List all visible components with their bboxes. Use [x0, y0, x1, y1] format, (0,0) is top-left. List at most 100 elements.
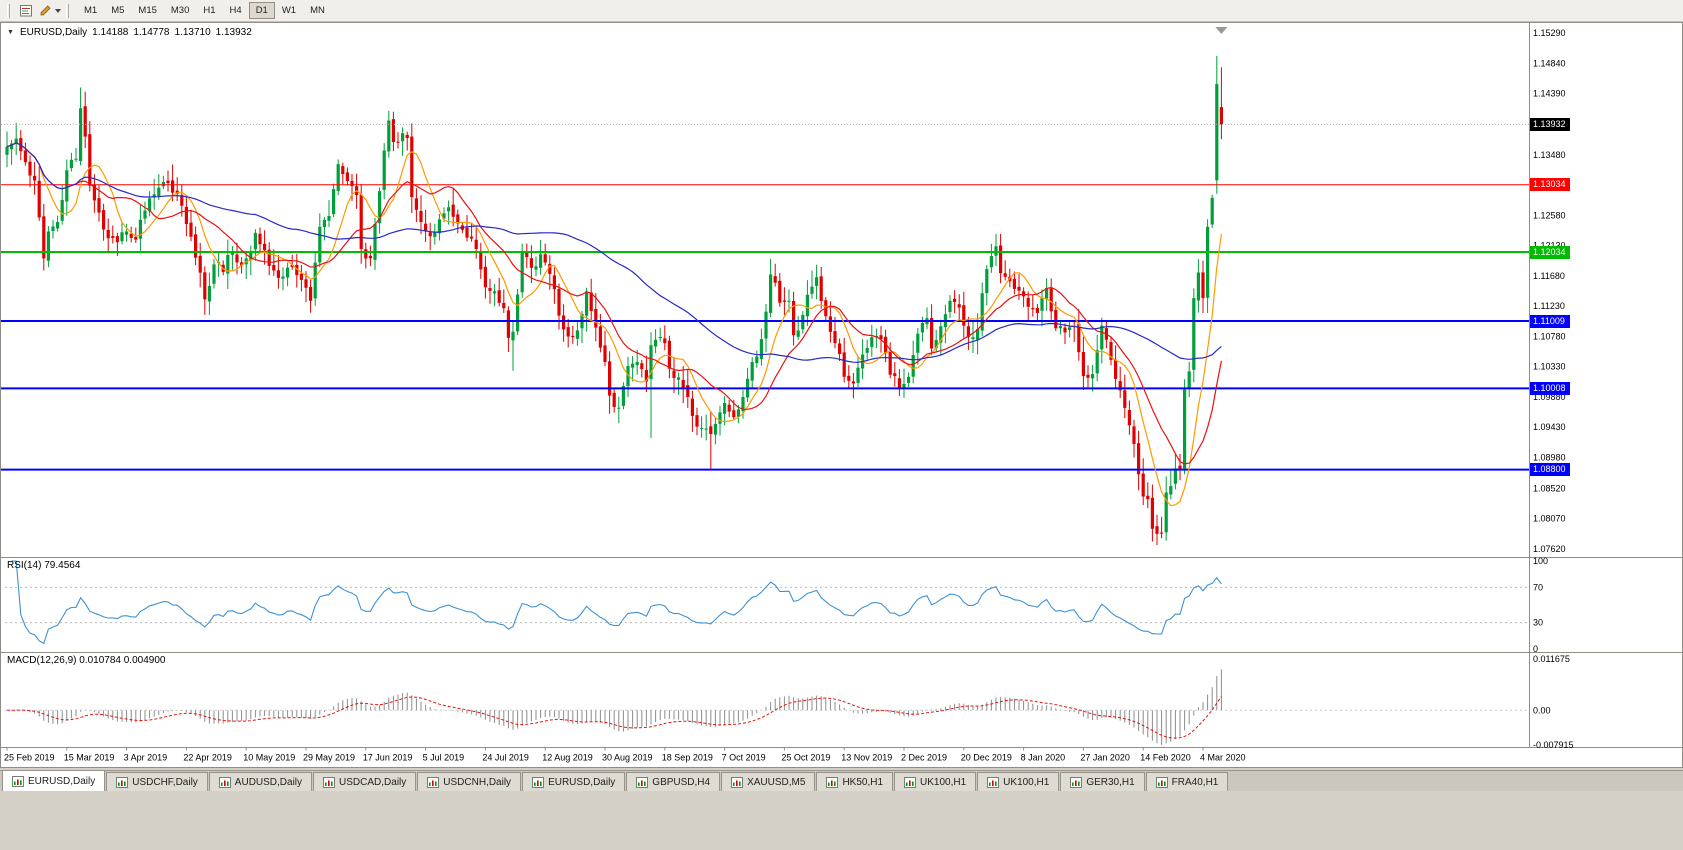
timeframe-w1-button[interactable]: W1: [275, 2, 303, 19]
svg-text:30: 30: [1533, 618, 1543, 628]
chart-tab-icon: [731, 776, 744, 788]
chart-title: ▼ EURUSD,Daily 1.14188 1.14778 1.13710 1…: [7, 27, 252, 38]
chart-tab-usdchf-daily[interactable]: USDCHF,Daily: [106, 772, 208, 791]
svg-text:1.13480: 1.13480: [1533, 150, 1566, 160]
svg-text:100: 100: [1533, 556, 1548, 566]
chart-tab-eurusd-daily[interactable]: EURUSD,Daily: [2, 770, 106, 791]
timeframe-mn-button[interactable]: MN: [303, 2, 332, 19]
chart-tab-label: HK50,H1: [842, 776, 884, 788]
chart-tab-icon: [987, 776, 1000, 788]
svg-text:25 Oct 2019: 25 Oct 2019: [781, 753, 830, 763]
hline-price-tag-1.08800: 1.08800: [1530, 463, 1570, 477]
svg-text:18 Sep 2019: 18 Sep 2019: [662, 753, 713, 763]
chart-tab-icon: [904, 776, 917, 788]
svg-text:1.14390: 1.14390: [1533, 89, 1566, 99]
chart-tab-ger30-h1[interactable]: GER30,H1: [1060, 772, 1145, 791]
svg-text:2 Dec 2019: 2 Dec 2019: [901, 753, 947, 763]
svg-text:70: 70: [1533, 582, 1543, 592]
chart-tab-fra40-h1[interactable]: FRA40,H1: [1145, 772, 1229, 791]
chart-tab-hk50-h1[interactable]: HK50,H1: [816, 772, 894, 791]
chart-tab-label: GBPUSD,H4: [652, 776, 711, 788]
chart-tab-label: EURUSD,Daily: [28, 775, 96, 787]
svg-text:10 May 2019: 10 May 2019: [243, 753, 295, 763]
hline-price-tag-1.10008: 1.10008: [1530, 381, 1570, 395]
chart-tab-icon: [532, 776, 545, 788]
svg-text:3 Apr 2019: 3 Apr 2019: [124, 753, 168, 763]
svg-text:25 Feb 2019: 25 Feb 2019: [4, 753, 55, 763]
svg-text:5 Jul 2019: 5 Jul 2019: [423, 753, 465, 763]
svg-text:27 Jan 2020: 27 Jan 2020: [1080, 753, 1130, 763]
hline-price-tag-1.11009: 1.11009: [1530, 314, 1570, 328]
chart-tab-audusd-daily[interactable]: AUDUSD,Daily: [208, 772, 313, 791]
chart-tab-uk100-h1[interactable]: UK100,H1: [977, 772, 1060, 791]
symbol-name: EURUSD,Daily: [19, 27, 88, 38]
svg-text:1.07620: 1.07620: [1533, 544, 1566, 554]
bid-price-tag: 1.13932: [1530, 117, 1570, 131]
toolbar-drag-handle[interactable]: [7, 3, 10, 18]
svg-text:29 May 2019: 29 May 2019: [303, 753, 355, 763]
chart-tab-label: FRA40,H1: [1171, 776, 1219, 788]
svg-text:17 Jun 2019: 17 Jun 2019: [363, 753, 413, 763]
ohlc-low: 1.13710: [174, 27, 211, 38]
svg-text:0: 0: [1533, 644, 1538, 654]
candlestick-series: [5, 55, 1223, 546]
chart-tab-label: USDCHF,Daily: [132, 776, 198, 788]
chart-tab-label: USDCAD,Daily: [339, 776, 407, 788]
svg-text:1.12580: 1.12580: [1533, 210, 1566, 220]
svg-text:1.10330: 1.10330: [1533, 362, 1566, 372]
svg-text:4 Mar 2020: 4 Mar 2020: [1200, 753, 1246, 763]
chart-tab-uk100-h1[interactable]: UK100,H1: [894, 772, 977, 791]
chart-tab-usdcad-daily[interactable]: USDCAD,Daily: [313, 772, 417, 791]
ma-8-line: [6, 142, 1222, 507]
chart-tab-xauusd-m5[interactable]: XAUUSD,M5: [721, 772, 816, 791]
timeframe-d1-button[interactable]: D1: [248, 2, 275, 19]
hline-price-tag-1.12034: 1.12034: [1530, 245, 1570, 259]
svg-text:1.11230: 1.11230: [1533, 301, 1565, 311]
template-tool-button[interactable]: [14, 2, 38, 20]
svg-text:0.00: 0.00: [1533, 705, 1551, 715]
timeframe-m30-button[interactable]: M30: [164, 2, 196, 19]
chart-tab-label: XAUUSD,M5: [747, 776, 806, 788]
line-studies-button[interactable]: [38, 2, 62, 20]
timeframe-h1-button[interactable]: H1: [196, 2, 222, 19]
svg-text:1.15290: 1.15290: [1533, 28, 1566, 38]
chart-tab-icon: [218, 776, 231, 788]
rsi-line: [11, 560, 1222, 645]
ohlc-open: 1.14188: [92, 27, 129, 38]
svg-text:1.08980: 1.08980: [1533, 453, 1566, 463]
rsi-indicator-title: RSI(14) 79.4564: [7, 560, 81, 571]
chart-tab-gbpusd-h4[interactable]: GBPUSD,H4: [626, 772, 721, 791]
svg-text:15 Mar 2019: 15 Mar 2019: [64, 753, 115, 763]
ohlc-close: 1.13932: [215, 27, 252, 38]
symbol-dropdown-icon[interactable]: ▼: [7, 29, 14, 36]
chart-tab-usdcnh-daily[interactable]: USDCNH,Daily: [417, 772, 522, 791]
timeframe-m15-button[interactable]: M15: [131, 2, 163, 19]
timeframe-m5-button[interactable]: M5: [104, 2, 131, 19]
svg-text:1.14840: 1.14840: [1533, 58, 1566, 68]
chart-shift-marker[interactable]: [1215, 27, 1228, 34]
svg-text:-0.007915: -0.007915: [1533, 740, 1574, 750]
svg-text:1.09430: 1.09430: [1533, 422, 1566, 432]
chart-tab-icon: [323, 776, 336, 788]
chart-tab-icon: [116, 776, 129, 788]
chart-tab-icon: [1155, 776, 1168, 788]
pencil-icon: [40, 5, 51, 16]
chart-tab-label: EURUSD,Daily: [548, 776, 616, 788]
timeframe-toolbar: M1 M5 M15 M30 H1 H4 D1 W1 MN: [0, 0, 1683, 22]
chart-tab-eurusd-daily[interactable]: EURUSD,Daily: [522, 772, 626, 791]
svg-text:7 Oct 2019: 7 Oct 2019: [722, 753, 766, 763]
svg-text:0.011675: 0.011675: [1533, 654, 1570, 664]
svg-text:13 Nov 2019: 13 Nov 2019: [841, 753, 892, 763]
chart-canvas[interactable]: 1.152901.148401.143901.134801.125801.121…: [1, 23, 1682, 767]
chart-tab-icon: [12, 775, 24, 787]
chart-tab-icon: [826, 776, 839, 788]
toolbar-drag-handle[interactable]: [66, 3, 69, 18]
time-axis-scale: 25 Feb 2019 15 Mar 2019 3 Apr 2019 22 Apr 2…: [4, 747, 1246, 763]
svg-text:20 Dec 2019: 20 Dec 2019: [961, 753, 1012, 763]
svg-text:22 Apr 2019: 22 Apr 2019: [183, 753, 232, 763]
timeframe-h4-button[interactable]: H4: [223, 2, 249, 19]
timeframe-m1-button[interactable]: M1: [77, 2, 104, 19]
chart-tab-icon: [1070, 776, 1083, 788]
svg-text:1.10780: 1.10780: [1533, 331, 1566, 341]
